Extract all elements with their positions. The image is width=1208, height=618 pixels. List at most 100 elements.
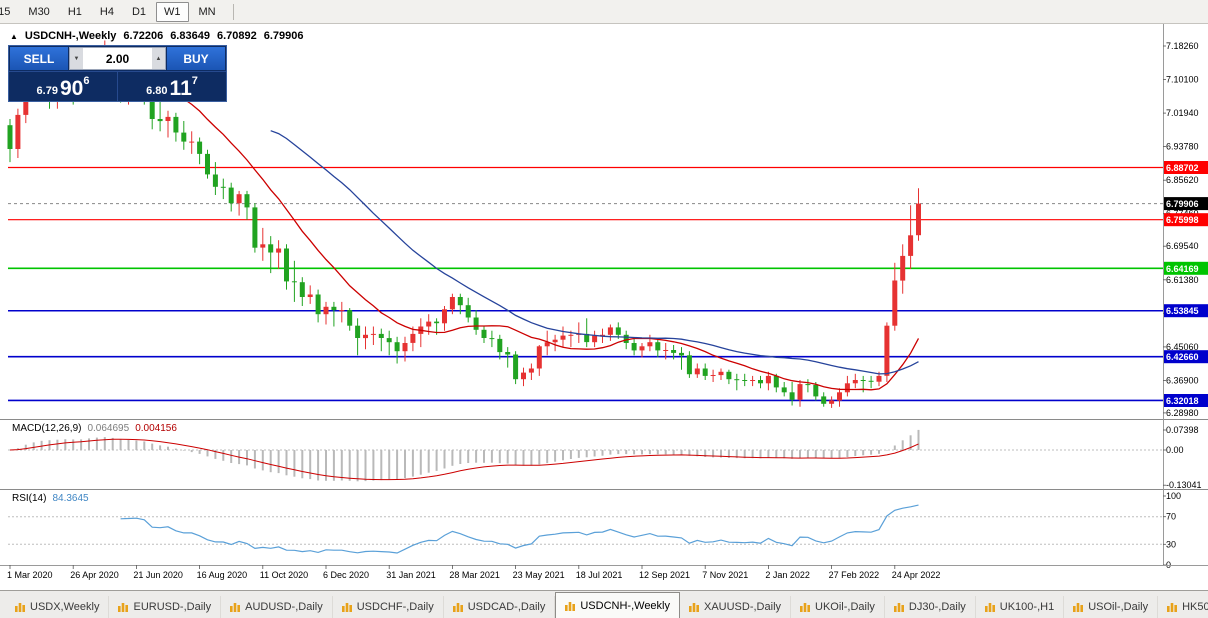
chart-tab-usdcnh-weekly[interactable]: USDCNH-,Weekly	[555, 592, 680, 618]
svg-text:6.53845: 6.53845	[1166, 306, 1199, 316]
timeframe-w1[interactable]: W1	[156, 1, 189, 22]
chart-tab-usoil-daily[interactable]: USOil-,Daily	[1064, 596, 1159, 618]
ohlc-close: 6.79906	[263, 30, 304, 42]
rsi-name: RSI(14)	[12, 493, 47, 504]
ask-price-main: 6.80	[146, 85, 168, 97]
svg-text:31 Jan 2021: 31 Jan 2021	[386, 570, 436, 580]
buy-button[interactable]: BUY	[167, 47, 225, 70]
svg-text:6.45060: 6.45060	[1166, 342, 1199, 352]
volume-decrease-button[interactable]: ▼	[70, 48, 83, 69]
chart-icon	[893, 602, 904, 612]
price-badge: 6.64169	[1164, 261, 1208, 275]
svg-text:7.01940: 7.01940	[1166, 108, 1199, 118]
timeframe-m15[interactable]: M15	[0, 5, 11, 18]
svg-text:0.00: 0.00	[1166, 445, 1184, 455]
chart-tab-label: AUDUSD-,Daily	[245, 601, 323, 613]
svg-text:12 Sep 2021: 12 Sep 2021	[639, 570, 690, 580]
one-click-trading-panel: SELL ▼ 2.00 ▲ BUY 6.79 90 6 6.80 11 7	[8, 45, 227, 102]
chart-tab-label: USDCAD-,Daily	[467, 601, 546, 613]
svg-text:6.32018: 6.32018	[1166, 396, 1199, 406]
chart-tab-xauusd-daily[interactable]: XAUUSD-,Daily	[680, 596, 792, 618]
svg-text:18 Jul 2021: 18 Jul 2021	[576, 570, 623, 580]
ohlc-high: 6.83649	[170, 30, 210, 42]
svg-text:30: 30	[1166, 539, 1176, 549]
chart-icon	[15, 602, 25, 612]
svg-text:6 Dec 2020: 6 Dec 2020	[323, 570, 369, 580]
macd-value: 0.064695	[87, 423, 130, 434]
chart-tab-audusd-daily[interactable]: AUDUSD-,Daily	[221, 596, 333, 618]
rsi-line	[120, 504, 919, 554]
svg-text:6.36900: 6.36900	[1166, 375, 1199, 385]
macd-name: MACD(12,26,9)	[12, 423, 82, 434]
svg-text:-0.13041: -0.13041	[1166, 480, 1202, 490]
chart-tab-dj30-daily[interactable]: DJ30-,Daily	[885, 596, 976, 618]
sell-button[interactable]: SELL	[10, 47, 68, 70]
volume-input[interactable]: 2.00	[105, 51, 130, 66]
timeframe-h4[interactable]: H4	[99, 5, 114, 18]
svg-text:100: 100	[1166, 491, 1181, 501]
price-divider	[117, 72, 118, 101]
svg-text:24 Apr 2022: 24 Apr 2022	[892, 570, 941, 580]
chart-tab-label: DJ30-,Daily	[908, 601, 966, 613]
time-axis[interactable]: 1 Mar 2020 26 Apr 2020 21 Jun 2020 16 Aug 2…	[0, 565, 1208, 580]
ask-price: 6.80 11 7	[118, 72, 226, 101]
moving-average-line	[104, 82, 920, 391]
chart-tab-label: USOil-,Daily	[1088, 601, 1149, 613]
macd-pane	[8, 429, 1163, 482]
chart-tab-usdcad-daily[interactable]: USDCAD-,Daily	[444, 596, 556, 618]
chart-tab-uk100-h1[interactable]: UK100-,H1	[976, 596, 1065, 618]
chart-icon	[341, 602, 352, 612]
chart-tab-ukoil-daily[interactable]: UKOil-,Daily	[791, 596, 885, 618]
svg-text:6.64169: 6.64169	[1166, 264, 1199, 274]
svg-text:7 Nov 2021: 7 Nov 2021	[702, 570, 748, 580]
chart-icon	[984, 602, 995, 612]
ask-price-sup: 7	[191, 75, 198, 87]
chart-tab-label: USDCNH-,Weekly	[580, 599, 670, 612]
chart-tab-hk50-daily[interactable]: HK50-,Daily	[1158, 596, 1208, 618]
price-axis[interactable]: 7.182607.101007.019406.937806.856206.774…	[1163, 24, 1208, 570]
chart-icon	[800, 602, 811, 612]
rsi-indicator-label: RSI(14) 84.3645	[12, 493, 89, 504]
macd-indicator-label: MACD(12,26,9) 0.064695 0.004156	[12, 423, 177, 434]
timeframe-h1[interactable]: H1	[67, 5, 82, 18]
ohlc-low: 6.70892	[216, 30, 257, 42]
chart-window: 7.182607.101007.019406.937806.856206.774…	[0, 24, 1208, 590]
chart-icon	[118, 602, 129, 612]
svg-text:6.28980: 6.28980	[1166, 408, 1199, 418]
svg-text:1 Mar 2020: 1 Mar 2020	[7, 570, 53, 580]
timeframe-m30[interactable]: M30	[28, 5, 50, 18]
chart-icon	[1167, 602, 1178, 612]
svg-text:70: 70	[1166, 512, 1176, 522]
svg-text:7.18260: 7.18260	[1166, 41, 1199, 51]
timeframe-mn[interactable]: MN	[198, 5, 216, 18]
volume-increase-button[interactable]: ▲	[152, 48, 165, 69]
chart-icon	[689, 602, 699, 612]
one-click-toggle-icon[interactable]: ▲	[10, 31, 18, 41]
chart-tab-eurusd-daily[interactable]: EURUSD-,Daily	[109, 596, 222, 618]
svg-text:6.88702: 6.88702	[1166, 163, 1199, 173]
svg-text:16 Aug 2020: 16 Aug 2020	[197, 570, 248, 580]
volume-spinner: ▼ 2.00 ▲	[69, 47, 166, 70]
timeframe-d1[interactable]: D1	[131, 5, 146, 18]
ask-price-big: 11	[169, 77, 192, 100]
chart-canvas[interactable]: 7.182607.101007.019406.937806.856206.774…	[0, 24, 1208, 590]
chart-tab-label: USDCHF-,Daily	[356, 601, 434, 613]
chart-icon	[452, 602, 463, 612]
chart-tab-label: USDX,Weekly	[30, 601, 100, 613]
chart-icon	[565, 601, 576, 611]
chart-tab-label: UKOil-,Daily	[815, 601, 875, 613]
svg-text:26 Apr 2020: 26 Apr 2020	[70, 570, 119, 580]
svg-text:6.69540: 6.69540	[1166, 241, 1199, 251]
timeframe-buttons: M15 M30 H1 H4 D1 W1 MN	[0, 1, 225, 22]
chart-tab-usdchf-daily[interactable]: USDCHF-,Daily	[333, 596, 444, 618]
chart-tabs: USDX,Weekly EURUSD-,Daily AUDUSD-,Daily USD…	[6, 592, 1208, 618]
bid-price: 6.79 90 6	[9, 72, 117, 101]
svg-text:6.42660: 6.42660	[1166, 352, 1199, 362]
chart-symbol-period: USDCNH-,Weekly	[24, 30, 117, 42]
macd-signal-value: 0.004156	[135, 423, 177, 434]
chart-tab-label: EURUSD-,Daily	[133, 601, 212, 613]
chart-tab-usdx-weekly[interactable]: USDX,Weekly	[6, 596, 110, 618]
chart-tab-bar: USDX,Weekly EURUSD-,Daily AUDUSD-,Daily USD…	[0, 590, 1208, 618]
svg-text:0.07398: 0.07398	[1166, 425, 1199, 435]
